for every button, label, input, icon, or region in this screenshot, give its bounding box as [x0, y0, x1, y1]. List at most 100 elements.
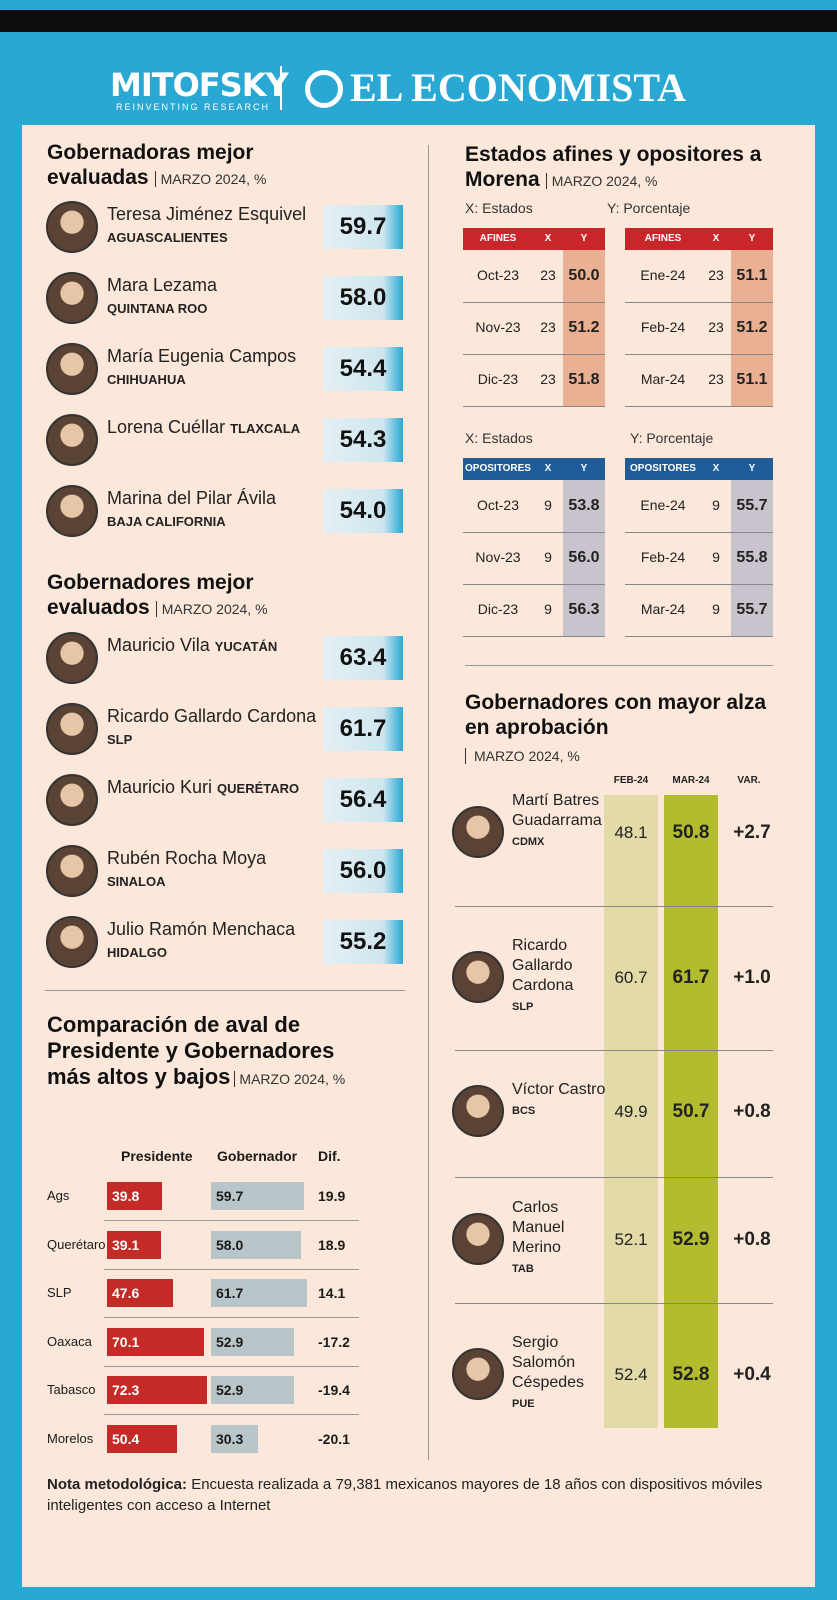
- avatar: [46, 414, 98, 466]
- president-value: 39.8: [112, 1188, 140, 1204]
- governor-state: TAB: [512, 1263, 534, 1275]
- president-value: 72.3: [112, 1382, 140, 1398]
- subtitle: MARZO 2024, %: [545, 173, 658, 189]
- governor-value: 61.7: [216, 1285, 244, 1301]
- subtitle: MARZO 2024, %: [154, 171, 267, 187]
- table-col-header: Y: [580, 463, 588, 474]
- title: Gobernadores con mayor alza en aprobació…: [465, 691, 767, 739]
- governor-state: YUCATÁN: [214, 639, 278, 654]
- table-col-header: AFINES: [479, 233, 517, 244]
- y-shade: [563, 250, 605, 406]
- divider: [455, 1303, 773, 1304]
- governor: Carlos Manuel Merino TAB: [512, 1198, 587, 1279]
- table-cell: Mar-24: [640, 371, 686, 387]
- avatar: [46, 343, 98, 395]
- avatar: [46, 272, 98, 324]
- governor-name: Carlos Manuel Merino: [512, 1199, 565, 1256]
- y-shade: [563, 480, 605, 636]
- table-header: [463, 228, 605, 250]
- table-cell: Dic-23: [477, 371, 519, 387]
- table-cell: 23: [540, 319, 556, 335]
- governor-name: Marina del Pilar Ávila: [107, 488, 277, 508]
- avatar: [46, 201, 98, 253]
- value-box: 63.4: [323, 636, 403, 680]
- governor: Sergio Salomón Céspedes PUE: [512, 1333, 587, 1414]
- brand-tagline: REINVENTING RESEARCH: [116, 102, 271, 112]
- column-header: Presidente: [121, 1148, 193, 1164]
- diff-value: -20.1: [318, 1430, 350, 1447]
- president-value: 47.6: [112, 1285, 140, 1301]
- var-value: +0.8: [733, 1229, 771, 1250]
- table-col-header: Y: [580, 233, 588, 244]
- governor-bar: [211, 1182, 305, 1210]
- table-cell: Ene-24: [640, 497, 686, 513]
- table-col-header: X: [544, 463, 552, 474]
- value-box: 54.0: [323, 489, 403, 533]
- mar-value: 50.8: [672, 822, 710, 843]
- brand-divider: [280, 66, 282, 110]
- table-cell: Feb-24: [640, 549, 686, 565]
- governor-name: Rubén Rocha Moya: [107, 848, 267, 868]
- subtitle: MARZO 2024, %: [234, 1071, 346, 1087]
- diff-value: 18.9: [318, 1236, 346, 1253]
- governor: Martí Batres Guadarrama CDMX: [512, 791, 607, 852]
- var-value: +0.4: [733, 1364, 771, 1385]
- table-cell: 56.0: [568, 549, 600, 566]
- divider: [455, 1050, 773, 1051]
- governor: Víctor Castro BCS: [512, 1080, 607, 1121]
- governor-state: AGUASCALIENTES: [107, 230, 228, 245]
- table-col-header: OPOSITORES: [630, 463, 696, 474]
- row-label: SLP: [47, 1285, 72, 1300]
- president-bar: [107, 1327, 204, 1356]
- column-header: Gobernador: [217, 1148, 298, 1164]
- governor-name: Julio Ramón Menchaca: [107, 919, 296, 939]
- value-box: 58.0: [323, 276, 403, 320]
- divider: [463, 584, 605, 585]
- y-shade: [731, 250, 773, 406]
- mar-value: 52.8: [672, 1364, 710, 1385]
- divider: [104, 1317, 359, 1318]
- governor-name: Mara Lezama: [107, 275, 218, 295]
- table-col-header: X: [544, 233, 552, 244]
- section-subtitle: MARZO 2024, %: [465, 748, 580, 764]
- governor-state: TLAXCALA: [230, 421, 301, 436]
- table-cell: 9: [544, 601, 552, 617]
- avatar: [46, 703, 98, 755]
- note-text: Encuesta realizada a 79,381 mexicanos ma…: [47, 1476, 763, 1514]
- table-cell: 50.0: [568, 267, 600, 284]
- governor: Marina del Pilar Ávila BAJA CALIFORNIA: [107, 487, 317, 533]
- table-cell: 55.7: [736, 601, 768, 618]
- governor: Teresa Jiménez Esquivel AGUASCALIENTES: [107, 203, 317, 249]
- row-label: Querétaro: [47, 1236, 106, 1252]
- president-bar: [107, 1230, 161, 1259]
- divider: [625, 584, 773, 585]
- divider: [625, 302, 773, 303]
- table-cell: 23: [708, 319, 724, 335]
- governor-name: Martí Batres Guadarrama: [512, 792, 602, 829]
- divider: [463, 406, 605, 407]
- top-bar: [0, 10, 837, 32]
- governor-state: QUERÉTARO: [217, 781, 300, 796]
- governor-name: María Eugenia Campos: [107, 346, 297, 366]
- table-cell: 9: [712, 497, 720, 513]
- table-col-header: AFINES: [644, 233, 682, 244]
- table-cell: Ene-24: [640, 267, 686, 283]
- feb-column: [604, 795, 658, 1428]
- governor-state: SLP: [107, 732, 133, 747]
- table-cell: 9: [712, 601, 720, 617]
- governor-state: PUE: [512, 1398, 535, 1410]
- section-title: Estados afines y opositores a Morena MARZ…: [465, 142, 795, 194]
- table-cell: 9: [544, 497, 552, 513]
- title: Estados afines y opositores a Morena: [465, 143, 762, 191]
- avatar: [46, 774, 98, 826]
- table-cell: 9: [712, 549, 720, 565]
- avatar: [452, 951, 504, 1003]
- president-value: 50.4: [112, 1430, 140, 1447]
- governor-state: QUINTANA ROO: [107, 301, 208, 316]
- divider: [428, 145, 429, 1460]
- governor: Ricardo Gallardo Cardona SLP: [512, 936, 587, 1017]
- governor-bar: [211, 1230, 302, 1259]
- president-bar: [107, 1376, 207, 1404]
- table-cell: Mar-24: [640, 601, 686, 617]
